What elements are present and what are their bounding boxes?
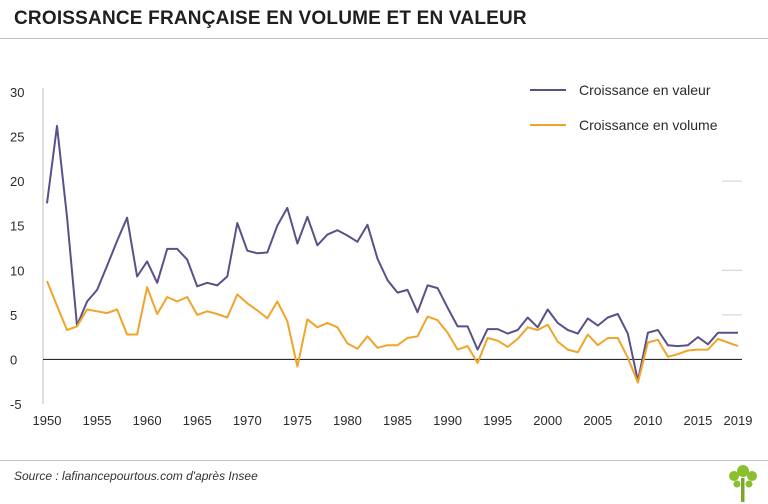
right-gridlines: [722, 180, 742, 316]
x-tick-label: 2019: [724, 413, 753, 428]
x-tick-label: 2005: [583, 413, 612, 428]
y-axis: 30 25 20 15 10 5 0 -5: [10, 85, 44, 412]
x-tick-label: 1955: [83, 413, 112, 428]
source-note: Source : lafinancepourtous.com d'après I…: [14, 469, 258, 483]
footer-divider: [0, 460, 768, 461]
x-tick-label: 2010: [633, 413, 662, 428]
x-tick-label: 1965: [183, 413, 212, 428]
x-tick-label: 1970: [233, 413, 262, 428]
title-divider: [0, 38, 768, 39]
x-axis: 1950 1955 1960 1965 1970 1975 1980 1985 1990 1995…: [33, 413, 753, 428]
y-tick-label: 20: [10, 174, 24, 189]
x-tick-label: 1960: [133, 413, 162, 428]
y-tick-label: 15: [10, 219, 24, 234]
x-tick-label: 1950: [33, 413, 62, 428]
x-tick-label: 1985: [383, 413, 412, 428]
series-line-croissance-en-volume: [46, 280, 739, 384]
x-tick-label: 1995: [483, 413, 512, 428]
series-line-croissance-en-valeur: [46, 124, 738, 382]
y-tick-label: -5: [10, 397, 22, 412]
chart-title: CROISSANCE FRANÇAISE EN VOLUME ET EN VAL…: [14, 8, 527, 29]
y-tick-label: 25: [10, 130, 24, 145]
y-tick-label: 10: [10, 263, 24, 278]
x-tick-label: 2015: [683, 413, 712, 428]
x-tick-label: 1980: [333, 413, 362, 428]
legend-label-volume: Croissance en volume: [579, 117, 718, 133]
y-tick-label: 0: [10, 352, 17, 367]
legend-label-valeur: Croissance en valeur: [579, 82, 711, 98]
tree-logo-icon: [729, 465, 757, 502]
x-tick-label: 1990: [433, 413, 462, 428]
y-tick-label: 5: [10, 308, 17, 323]
legend: Croissance en valeur Croissance en volum…: [530, 82, 718, 133]
x-tick-label: 1975: [283, 413, 312, 428]
y-tick-label: 30: [10, 85, 24, 100]
x-tick-label: 2000: [533, 413, 562, 428]
